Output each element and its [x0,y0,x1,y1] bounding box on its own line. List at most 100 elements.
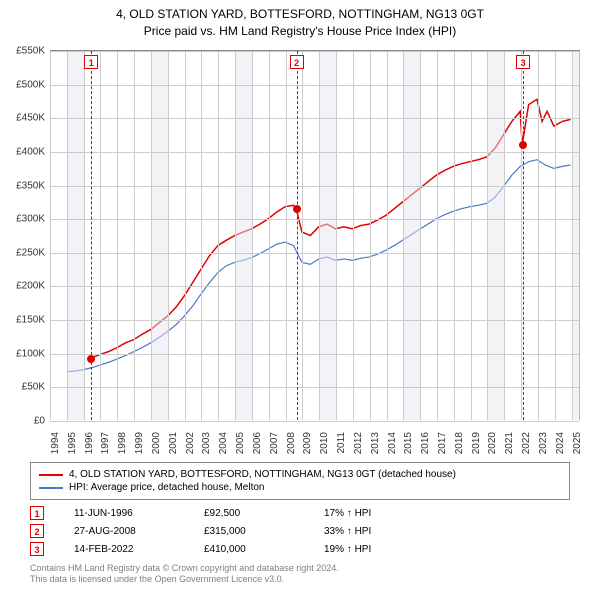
sale-number-box: 1 [30,506,44,520]
x-gridline [555,51,556,420]
sale-row: 111-JUN-1996£92,50017% ↑ HPI [30,504,570,522]
x-tick-label: 1996 [84,432,95,462]
y-gridline [50,51,579,52]
legend-swatch [39,487,63,489]
x-gridline [117,51,118,420]
sale-row: 314-FEB-2022£410,00019% ↑ HPI [30,540,570,558]
sale-delta: 19% ↑ HPI [324,544,371,555]
x-gridline [504,51,505,420]
y-gridline [50,219,579,220]
x-gridline [437,51,438,420]
x-tick-label: 2008 [286,432,297,462]
y-tick-label: £100K [0,348,45,359]
x-tick-label: 2020 [487,432,498,462]
y-tick-label: £0 [0,416,45,427]
sale-price: £410,000 [204,544,324,555]
x-gridline [420,51,421,420]
x-gridline [572,51,573,420]
x-gridline [235,51,236,420]
title-block: 4, OLD STATION YARD, BOTTESFORD, NOTTING… [0,0,600,40]
year-shade [67,51,84,420]
y-tick-label: £200K [0,281,45,292]
y-tick-label: £400K [0,146,45,157]
footer-line-1: Contains HM Land Registry data © Crown c… [30,563,339,575]
sale-marker-dot [87,355,95,363]
x-tick-label: 1998 [117,432,128,462]
x-gridline [151,51,152,420]
x-tick-label: 1997 [100,432,111,462]
y-tick-label: £450K [0,113,45,124]
sale-price: £315,000 [204,526,324,537]
x-tick-label: 2025 [572,432,583,462]
year-shade [319,51,336,420]
x-tick-label: 2002 [185,432,196,462]
x-tick-label: 2010 [319,432,330,462]
sale-delta: 17% ↑ HPI [324,508,371,519]
footer: Contains HM Land Registry data © Crown c… [30,563,339,586]
y-gridline [50,85,579,86]
x-tick-label: 2015 [403,432,414,462]
x-tick-label: 1995 [67,432,78,462]
x-tick-label: 2006 [252,432,263,462]
y-tick-label: £50K [0,382,45,393]
title-line-1: 4, OLD STATION YARD, BOTTESFORD, NOTTING… [0,6,600,23]
footer-line-2: This data is licensed under the Open Gov… [30,574,339,586]
year-shade [572,51,580,420]
sale-number-box: 2 [30,524,44,538]
x-gridline [302,51,303,420]
legend-label: 4, OLD STATION YARD, BOTTESFORD, NOTTING… [69,469,456,480]
sale-marker-dot [293,205,301,213]
sale-marker-box: 3 [516,55,530,69]
sale-marker-line [523,51,524,420]
y-tick-label: £300K [0,214,45,225]
x-gridline [50,51,51,420]
x-tick-label: 2003 [201,432,212,462]
sale-number-box: 3 [30,542,44,556]
x-gridline [286,51,287,420]
x-tick-label: 2022 [521,432,532,462]
x-gridline [218,51,219,420]
y-gridline [50,286,579,287]
x-gridline [134,51,135,420]
y-gridline [50,320,579,321]
chart-area: £0£50K£100K£150K£200K£250K£300K£350K£400… [50,50,580,420]
x-gridline [319,51,320,420]
y-gridline [50,118,579,119]
x-tick-label: 2014 [387,432,398,462]
chart-container: 4, OLD STATION YARD, BOTTESFORD, NOTTING… [0,0,600,590]
x-tick-label: 2024 [555,432,566,462]
y-tick-label: £550K [0,46,45,57]
y-gridline [50,421,579,422]
legend-label: HPI: Average price, detached house, Melt… [69,482,265,493]
x-gridline [168,51,169,420]
y-gridline [50,152,579,153]
x-tick-label: 2016 [420,432,431,462]
sale-row: 227-AUG-2008£315,00033% ↑ HPI [30,522,570,540]
x-tick-label: 2012 [353,432,364,462]
sale-marker-line [297,51,298,420]
x-tick-label: 2001 [168,432,179,462]
x-gridline [370,51,371,420]
y-tick-label: £150K [0,315,45,326]
sale-marker-dot [519,141,527,149]
sale-price: £92,500 [204,508,324,519]
x-gridline [84,51,85,420]
x-gridline [538,51,539,420]
x-tick-label: 2009 [302,432,313,462]
x-gridline [269,51,270,420]
plot-region: £0£50K£100K£150K£200K£250K£300K£350K£400… [50,51,579,420]
x-tick-label: 2005 [235,432,246,462]
sale-marker-line [91,51,92,420]
x-tick-label: 2017 [437,432,448,462]
x-gridline [454,51,455,420]
y-tick-label: £250K [0,247,45,258]
x-gridline [252,51,253,420]
x-tick-label: 2000 [151,432,162,462]
sale-date: 27-AUG-2008 [74,526,204,537]
legend-item: HPI: Average price, detached house, Melt… [39,481,561,494]
x-tick-label: 2019 [471,432,482,462]
title-line-2: Price paid vs. HM Land Registry's House … [0,23,600,40]
x-tick-label: 2007 [269,432,280,462]
x-gridline [403,51,404,420]
year-shade [151,51,168,420]
